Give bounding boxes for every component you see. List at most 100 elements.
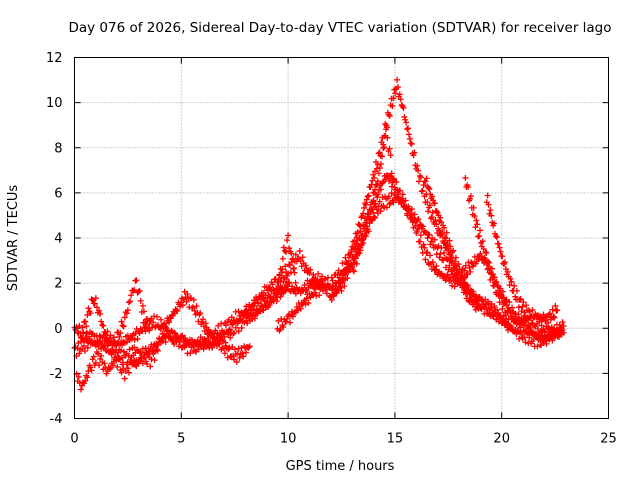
data-point [236,354,243,361]
data-point [431,200,438,207]
data-point [448,282,455,289]
data-point [316,292,323,299]
data-point [558,325,565,332]
data-point [513,287,520,294]
data-point [209,339,216,346]
data-point [97,310,104,317]
data-point [372,181,379,188]
data-point [76,350,83,357]
data-point [416,238,423,245]
data-point [291,269,298,276]
x-tick-label: 20 [493,432,510,447]
data-point [90,353,97,360]
data-point [296,248,303,255]
data-point [518,316,525,323]
data-point [114,363,121,370]
data-point [235,328,242,335]
data-point [462,174,469,181]
data-point [101,343,108,350]
data-point [339,279,346,286]
data-point [230,330,237,337]
data-point [372,200,379,207]
data-point [134,346,141,353]
data-point [461,267,468,274]
data-point [288,250,295,257]
data-point [437,214,444,221]
data-point [529,307,536,314]
data-point [341,283,348,290]
data-point [338,287,345,294]
data-point [132,361,139,368]
data-point [499,288,506,295]
y-tick-label: 2 [54,277,62,292]
data-point [546,310,553,317]
data-point [328,297,335,304]
data-point [371,204,378,211]
data-point [273,290,280,297]
data-point [541,333,548,340]
data-point [150,319,157,326]
data-point [232,324,239,331]
data-point [439,228,446,235]
data-point [450,264,457,271]
data-point [101,360,108,367]
data-point [182,335,189,342]
data-point [174,308,181,315]
data-point [123,361,130,368]
data-point [205,335,212,342]
data-point [396,91,403,98]
data-point [426,231,433,238]
data-point [434,209,441,216]
data-point [353,260,360,267]
data-point [87,310,94,317]
series-arc-h [349,122,398,275]
data-point [206,340,213,347]
data-point [141,324,148,331]
data-point [365,213,372,220]
data-point [524,314,531,321]
data-point [233,358,240,365]
data-point [286,245,293,252]
data-point [471,213,478,220]
data-point [84,344,91,351]
data-point [96,362,103,369]
data-point [423,250,430,257]
data-point [310,271,317,278]
data-point [98,342,105,349]
data-point [140,319,147,326]
data-point [352,255,359,262]
data-point [79,324,86,331]
data-point [84,312,91,319]
data-point [154,313,161,320]
data-point [452,254,459,261]
data-point [167,315,174,322]
data-point [476,232,483,239]
data-point [199,316,206,323]
data-point [75,339,82,346]
data-point [447,243,454,250]
data-point [416,178,423,185]
data-point [92,359,99,366]
data-point [224,354,231,361]
data-point [488,265,495,272]
data-point [377,208,384,215]
data-point [419,187,426,194]
data-point [416,172,423,179]
data-point [375,170,382,177]
data-point [272,276,279,283]
data-point [289,256,296,263]
data-point [74,329,81,336]
data-point [442,235,449,242]
data-point [87,364,94,371]
data-point [123,310,130,317]
data-point [464,282,471,289]
data-point [82,335,89,342]
data-point [479,238,486,245]
data-point [166,332,173,339]
data-point [438,219,445,226]
data-point [337,284,344,291]
data-point [484,298,491,305]
data-point [154,347,161,354]
data-point [108,347,115,354]
data-point [86,333,93,340]
